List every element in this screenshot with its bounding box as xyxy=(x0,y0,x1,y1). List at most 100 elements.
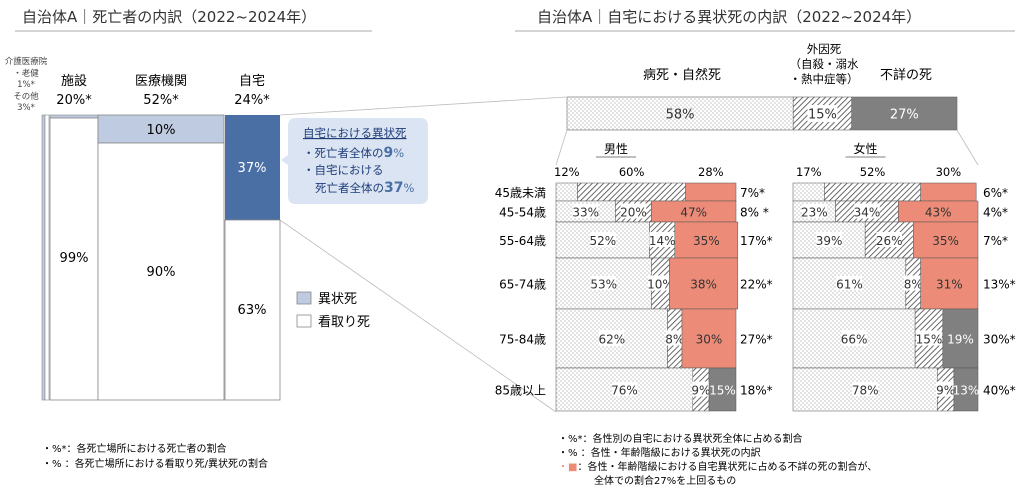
bar-facility-mitori-label: 99% xyxy=(60,251,89,266)
right-title: 自治体A｜自宅における異状死の内訳（2022~2024年） xyxy=(537,8,921,26)
bar-hospital-ijo xyxy=(97,114,225,144)
cause-label-external-2: （自殺・溺水 xyxy=(790,57,859,71)
male-row-4-label-2: 30% xyxy=(696,333,723,347)
male-row-3-label-0: 53% xyxy=(590,278,617,292)
overall-bar: 58% 15% 27% xyxy=(566,96,958,131)
right-notes: ・%*：各性別の自宅における異状死全体に占める割合・% ：各性・年齢階級における… xyxy=(558,432,877,487)
bar-other xyxy=(44,114,50,401)
female-row-3-label-2: 31% xyxy=(936,278,963,292)
age-label-5: 85歳以上 xyxy=(495,384,546,398)
left-note-1: ・%*：各死亡場所における死亡者の割合 xyxy=(42,442,227,455)
female-row-1-label-bg-1 xyxy=(854,203,880,219)
male-header-value-0: 12% xyxy=(554,165,580,179)
callout-title: 自宅における異状死 xyxy=(303,126,407,140)
category-label-facility: 施設 xyxy=(61,73,87,89)
age-label-0: 45歳未満 xyxy=(495,186,546,200)
bar-hospital-mitori-label: 90% xyxy=(147,265,176,280)
male-row-4-label-bg-1 xyxy=(665,330,684,346)
age-label-4: 75-84歳 xyxy=(499,333,546,347)
male-row-2-label-bg-1 xyxy=(649,232,675,247)
female-row-2-label-bg-0 xyxy=(816,232,842,247)
female-row-4-label-0: 66% xyxy=(841,333,868,347)
age-label-1: 45-54歳 xyxy=(499,206,546,220)
male-row-3-label-2: 38% xyxy=(690,278,717,292)
male-row-1-label-bg-1 xyxy=(620,203,647,219)
age-label-3: 65-74歳 xyxy=(499,278,546,292)
small-label-roken: ・老健 xyxy=(13,68,39,79)
male-row-1-label-1: 20% xyxy=(620,206,647,220)
male-row-3-label-bg-0 xyxy=(590,275,617,291)
callout-bubble xyxy=(281,118,428,204)
male-row-4-share: 27%* xyxy=(740,333,773,347)
female-row-0-segment-0 xyxy=(792,182,825,202)
male-row-1-label-bg-0 xyxy=(572,203,599,219)
connector-top xyxy=(279,96,567,116)
overall-segment-0 xyxy=(566,96,794,131)
female-row-5-label-2: 13% xyxy=(953,384,980,398)
legend-swatch-ijo xyxy=(296,291,312,305)
female-row-1-label-0: 23% xyxy=(801,206,828,220)
small-label-other: その他 xyxy=(13,91,39,102)
female-row-4-label-bg-1 xyxy=(916,330,942,346)
male-row-4-label-0: 62% xyxy=(598,333,625,347)
left-death-place-chart: 介護医療院 ・老健 1%* その他 3%* 施設 20%* 医療機関 52%* … xyxy=(5,56,428,470)
female-row-4-segment-2 xyxy=(942,308,979,369)
male-row-5-label-0: 76% xyxy=(611,384,638,398)
category-share-home: 24%* xyxy=(234,93,270,108)
small-label-kaigo-share: 1%* xyxy=(17,80,35,90)
male-row-2-label-bg-0 xyxy=(590,232,616,247)
category-label-home: 自宅 xyxy=(239,74,265,89)
cause-label-external-3: ・熱中症等） xyxy=(790,72,859,86)
male-row-2-label-1: 14% xyxy=(649,234,676,248)
female-row-4-label-bg-0 xyxy=(841,330,867,346)
connector-bottom xyxy=(279,219,557,413)
category-share-hospital: 52%* xyxy=(143,93,179,108)
male-row-0-segment-1 xyxy=(577,182,686,202)
female-row-4-label-1: 15% xyxy=(916,333,943,347)
right-note-0: ・%*：各性別の自宅における異状死全体に占める割合 xyxy=(558,432,803,445)
legend-swatch-mitori xyxy=(296,314,312,328)
male-row-1-label-2: 47% xyxy=(680,206,707,220)
overall-label-bg-1 xyxy=(807,105,838,122)
male-panel-label: 男性 xyxy=(604,142,628,156)
male-row-3-segment-2 xyxy=(669,257,739,310)
cause-label-natural: 病死・自然死 xyxy=(643,67,721,83)
male-row-0-segment-2 xyxy=(685,182,737,202)
male-row-0-segment-0 xyxy=(555,182,578,202)
female-row-0-segment-2 xyxy=(920,182,977,202)
female-header-value-0: 17% xyxy=(796,165,822,179)
bar-hospital-ijo-label: 10% xyxy=(147,123,176,138)
female-row-2-label-0: 39% xyxy=(816,234,843,248)
bar-home-ijo-label: 37% xyxy=(238,161,267,176)
male-row-4-label-bg-0 xyxy=(599,330,625,346)
age-label-2: 55-64歳 xyxy=(499,234,546,248)
female-row-1-share: 4%* xyxy=(983,206,1008,220)
male-row-2-label-0: 52% xyxy=(589,234,616,248)
right-home-ijo-chart: 病死・自然死 外因死 （自殺・溺水 ・熱中症等） 不詳の死 58% 15% 27% … xyxy=(495,42,1016,487)
small-label-other-share: 3%* xyxy=(17,103,35,113)
overall-label-1: 15% xyxy=(808,108,837,123)
female-row-4-share: 30%* xyxy=(983,333,1016,347)
male-row-1-share: 8% * xyxy=(740,206,769,220)
overall-label-2: 27% xyxy=(890,108,919,123)
female-row-5-segment-2 xyxy=(953,367,979,412)
male-row-3-share: 22%* xyxy=(740,278,773,292)
left-title: 自治体A｜死亡者の内訳（2022~2024年） xyxy=(22,8,316,26)
female-row-4-label-2: 19% xyxy=(947,333,974,347)
male-row-2-share: 17%* xyxy=(740,234,773,248)
female-row-5-share: 40%* xyxy=(983,384,1016,398)
female-row-3-label-1: 8% xyxy=(904,278,923,292)
male-row-5-label-bg-1 xyxy=(691,381,711,397)
legend-label-ijo: 異状死 xyxy=(318,292,357,307)
bar-home-mitori-label: 63% xyxy=(238,303,267,318)
category-label-hospital: 医療機関 xyxy=(135,74,187,89)
overall-segment-2 xyxy=(851,96,958,131)
female-panel-label: 女性 xyxy=(853,141,877,156)
bar-hospital-mitori xyxy=(97,142,225,401)
bar-facility-mitori xyxy=(49,117,99,401)
male-row-2-label-2: 35% xyxy=(693,234,720,248)
female-row-5-label-bg-0 xyxy=(852,381,878,397)
female-row-3-label-0: 61% xyxy=(836,278,863,292)
female-row-3-label-bg-0 xyxy=(836,275,863,291)
male-row-2-segment-2 xyxy=(674,221,739,259)
